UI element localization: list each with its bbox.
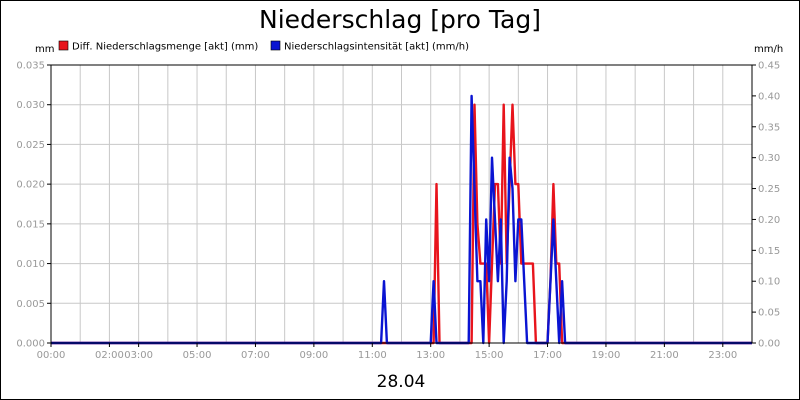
y-left-tick-label: 0.020: [16, 180, 45, 191]
x-axis-ticks: 00:00 02:00 03:00 05:00 07:00 09:00 11:00 13:00…: [37, 343, 737, 361]
legend-swatch-2: [270, 40, 281, 51]
y-right-tick-label: 0.20: [758, 215, 780, 226]
x-tick-label: 21:00: [650, 350, 679, 361]
legend-label-2: Niederschlagsintensität [akt] (mm/h): [284, 42, 469, 53]
series-line-2: [51, 94, 752, 345]
x-tick-label: 09:00: [299, 350, 328, 361]
y-right-tick-label: 0.45: [758, 61, 780, 72]
x-tick-label: 00:00: [37, 350, 66, 361]
y-right-tick-label: 0.35: [758, 122, 780, 133]
x-tick-label: 11:00: [358, 350, 387, 361]
x-tick-label: 07:00: [241, 350, 270, 361]
left-axis-ticks: 0.000 0.005 0.010 0.015 0.020 0.025 0.030 0.035: [16, 61, 51, 350]
legend: Diff. Niederschlagsmenge [akt] (mm) Niede…: [58, 40, 469, 53]
y-right-tick-label: 0.15: [758, 246, 780, 257]
legend-label-1: Diff. Niederschlagsmenge [akt] (mm): [72, 42, 258, 53]
x-tick-label: 13:00: [416, 350, 445, 361]
date-label: 28.04: [377, 372, 426, 392]
x-tick-label: 23:00: [708, 350, 737, 361]
y-left-tick-label: 0.035: [16, 61, 45, 72]
y-right-tick-label: 0.10: [758, 277, 780, 288]
y-right-tick-label: 0.05: [758, 308, 780, 319]
y-right-tick-label: 0.00: [758, 339, 780, 350]
x-tick-label: 03:00: [124, 350, 153, 361]
right-axis-ticks: 0.00 0.05 0.10 0.15 0.20 0.25 0.30 0.35 0.40 0.45: [752, 61, 780, 350]
grid: [51, 64, 752, 344]
y-left-tick-label: 0.025: [16, 140, 45, 151]
y-right-tick-label: 0.25: [758, 184, 780, 195]
y-right-tick-label: 0.40: [758, 91, 780, 102]
x-tick-label: 17:00: [533, 350, 562, 361]
plot-area-border: [50, 64, 753, 344]
chart-title: Niederschlag [pro Tag]: [259, 5, 541, 34]
y-left-tick-label: 0.005: [16, 299, 45, 310]
right-axis-unit: mm/h: [754, 44, 783, 55]
y-left-tick-label: 0.010: [16, 259, 45, 270]
y-left-tick-label: 0.015: [16, 219, 45, 230]
x-tick-label: 19:00: [592, 350, 621, 361]
left-axis-unit: mm: [35, 44, 54, 55]
y-left-tick-label: 0.000: [16, 339, 45, 350]
x-tick-label: 05:00: [183, 350, 212, 361]
y-left-tick-label: 0.030: [16, 100, 45, 111]
legend-swatch-1: [58, 40, 69, 51]
x-tick-label: 15:00: [475, 350, 504, 361]
y-right-tick-label: 0.30: [758, 153, 780, 164]
x-tick-label: 02:00: [95, 350, 124, 361]
